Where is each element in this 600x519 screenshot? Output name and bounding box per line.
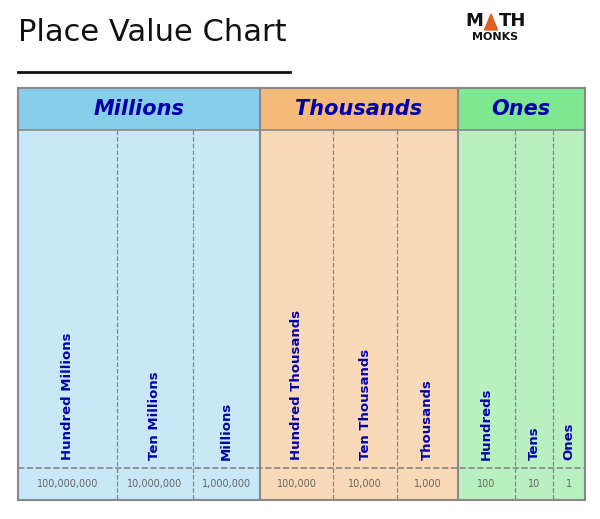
Text: 10,000,000: 10,000,000 (127, 479, 182, 489)
Text: Place Value Chart: Place Value Chart (18, 18, 287, 47)
Bar (458, 468, 585, 500)
Bar (18, 88, 585, 500)
Bar (260, 88, 458, 130)
Text: Ten Millions: Ten Millions (148, 372, 161, 460)
Text: MONKS: MONKS (472, 32, 518, 42)
Text: Ones: Ones (563, 422, 575, 460)
Text: 1,000,000: 1,000,000 (202, 479, 251, 489)
Text: 1: 1 (566, 479, 572, 489)
Text: Millions: Millions (220, 402, 233, 460)
Text: Millions: Millions (94, 99, 184, 119)
Text: Tens: Tens (527, 427, 541, 460)
Bar (260, 130, 458, 468)
Text: Thousands: Thousands (295, 99, 422, 119)
Text: Hundred Millions: Hundred Millions (61, 333, 74, 460)
Text: TH: TH (499, 12, 526, 30)
Text: Hundred Thousands: Hundred Thousands (290, 310, 303, 460)
Text: M: M (465, 12, 483, 30)
Text: 10: 10 (528, 479, 540, 489)
Text: Ones: Ones (492, 99, 551, 119)
Text: 100,000,000: 100,000,000 (37, 479, 98, 489)
Text: Thousands: Thousands (421, 379, 434, 460)
Bar (458, 88, 585, 130)
Text: 1,000: 1,000 (413, 479, 441, 489)
Text: Ten Thousands: Ten Thousands (359, 349, 372, 460)
Bar (458, 130, 585, 468)
Text: 100: 100 (477, 479, 496, 489)
Text: 10,000: 10,000 (349, 479, 382, 489)
Bar (260, 468, 458, 500)
Bar (18, 468, 260, 500)
Bar (18, 88, 260, 130)
Bar (18, 130, 260, 468)
Text: Hundreds: Hundreds (480, 388, 493, 460)
Text: 100,000: 100,000 (277, 479, 317, 489)
Polygon shape (485, 14, 497, 30)
